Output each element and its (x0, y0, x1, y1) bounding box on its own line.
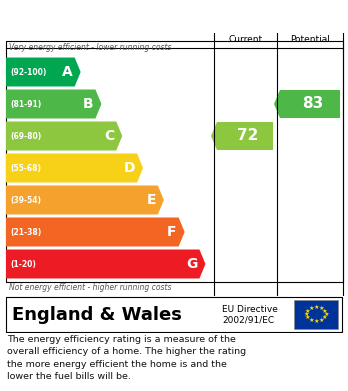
Text: ★: ★ (304, 315, 310, 320)
Polygon shape (6, 57, 81, 86)
Text: D: D (124, 161, 135, 175)
Text: (81-91): (81-91) (10, 99, 41, 108)
Text: (39-54): (39-54) (10, 196, 41, 204)
Text: ★: ★ (308, 306, 314, 311)
Text: ★: ★ (322, 309, 327, 314)
Text: C: C (104, 129, 114, 143)
Text: Energy Efficiency Rating: Energy Efficiency Rating (9, 9, 219, 24)
Text: (55-68): (55-68) (10, 163, 41, 172)
Text: Current: Current (228, 35, 262, 44)
Text: ★: ★ (322, 315, 327, 320)
Polygon shape (6, 122, 122, 151)
Text: (92-100): (92-100) (10, 68, 46, 77)
Text: (21-38): (21-38) (10, 228, 41, 237)
Polygon shape (274, 90, 340, 118)
Text: England & Wales: England & Wales (12, 306, 182, 324)
Text: 72: 72 (237, 129, 259, 143)
Text: ★: ★ (303, 312, 309, 317)
Text: ★: ★ (308, 318, 314, 323)
Text: G: G (186, 257, 197, 271)
Polygon shape (6, 154, 143, 183)
Text: ★: ★ (313, 319, 319, 324)
Text: B: B (83, 97, 94, 111)
Text: EU Directive: EU Directive (222, 305, 278, 314)
Text: 2002/91/EC: 2002/91/EC (222, 316, 274, 325)
Bar (294, 300, 338, 329)
Text: Very energy efficient - lower running costs: Very energy efficient - lower running co… (9, 43, 172, 52)
Text: 83: 83 (302, 97, 324, 111)
Polygon shape (6, 249, 205, 278)
Text: (1-20): (1-20) (10, 260, 36, 269)
Text: ★: ★ (318, 318, 324, 323)
Text: A: A (62, 65, 73, 79)
Polygon shape (6, 185, 164, 215)
Text: The energy efficiency rating is a measure of the
overall efficiency of a home. T: The energy efficiency rating is a measur… (7, 335, 246, 381)
Text: ★: ★ (323, 312, 329, 317)
Text: Potential: Potential (290, 35, 330, 44)
Text: ★: ★ (304, 309, 310, 314)
Text: E: E (147, 193, 156, 207)
Text: (69-80): (69-80) (10, 131, 41, 140)
Polygon shape (6, 90, 101, 118)
Text: Not energy efficient - higher running costs: Not energy efficient - higher running co… (9, 283, 172, 292)
Text: ★: ★ (318, 306, 324, 311)
Polygon shape (211, 122, 273, 150)
Polygon shape (6, 217, 185, 246)
Text: F: F (167, 225, 177, 239)
Text: ★: ★ (313, 305, 319, 310)
